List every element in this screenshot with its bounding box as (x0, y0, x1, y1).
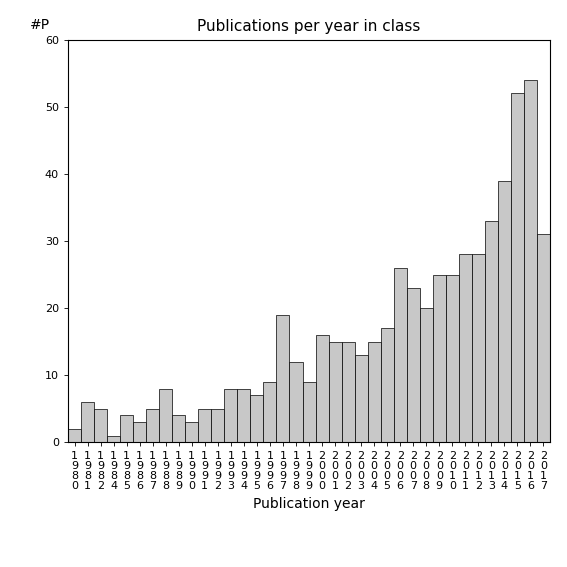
Bar (393, 268, 407, 442)
Text: #P: #P (29, 18, 49, 32)
X-axis label: Publication year: Publication year (253, 497, 365, 511)
Bar (290, 362, 303, 442)
Bar (367, 341, 380, 442)
Bar (107, 435, 120, 442)
Bar (354, 355, 367, 442)
Bar (537, 234, 550, 442)
Bar (185, 422, 198, 442)
Bar (211, 409, 225, 442)
Bar (159, 388, 172, 442)
Bar (498, 180, 511, 442)
Bar (315, 335, 328, 442)
Bar (485, 221, 498, 442)
Bar (251, 395, 264, 442)
Bar (459, 255, 472, 442)
Title: Publications per year in class: Publications per year in class (197, 19, 421, 35)
Bar (407, 288, 420, 442)
Bar (94, 409, 107, 442)
Bar (303, 382, 315, 442)
Bar (172, 416, 185, 442)
Bar (446, 274, 459, 442)
Bar (225, 388, 238, 442)
Bar (81, 402, 94, 442)
Bar (511, 94, 524, 442)
Bar (380, 328, 393, 442)
Bar (524, 80, 537, 442)
Bar (433, 274, 446, 442)
Bar (198, 409, 211, 442)
Bar (341, 341, 354, 442)
Bar (238, 388, 251, 442)
Bar (420, 308, 433, 442)
Bar (120, 416, 133, 442)
Bar (133, 422, 146, 442)
Bar (68, 429, 81, 442)
Bar (146, 409, 159, 442)
Bar (328, 341, 341, 442)
Bar (264, 382, 277, 442)
Bar (277, 315, 290, 442)
Bar (472, 255, 485, 442)
